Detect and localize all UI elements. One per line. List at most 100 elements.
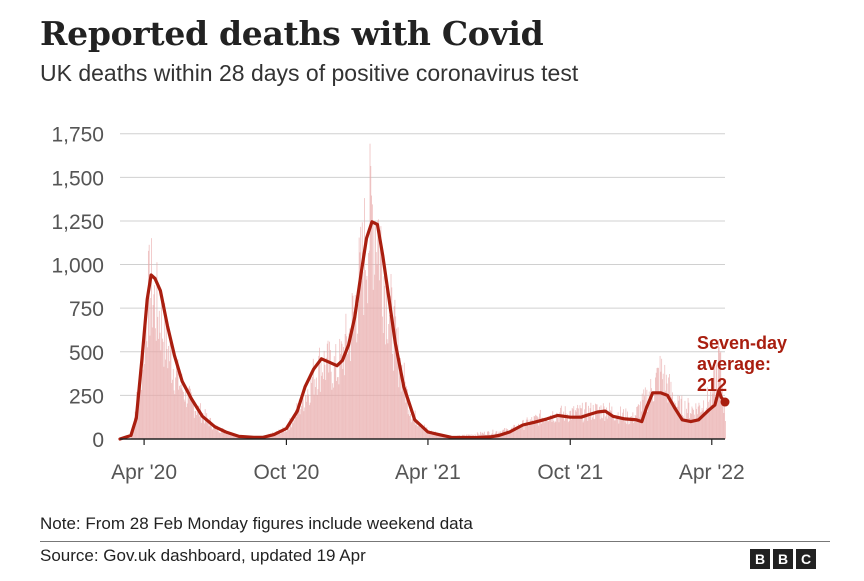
daily-bar [154,285,156,439]
daily-bar [395,316,397,439]
daily-bar [391,287,393,439]
daily-bar [596,404,598,439]
daily-bar [570,410,572,439]
daily-bar [320,362,322,439]
daily-bar [693,409,694,439]
daily-bar [594,419,596,439]
daily-bar [202,413,204,439]
daily-bar [394,299,396,439]
daily-bar [553,422,555,439]
daily-bar [232,436,234,439]
daily-bar [677,395,679,439]
daily-bar [308,394,309,439]
daily-bar [420,426,422,439]
daily-bar [510,429,512,439]
daily-bar [224,431,226,439]
daily-bar [344,333,346,439]
daily-bar [359,252,361,439]
daily-bar [615,419,617,439]
daily-bar [693,414,695,439]
daily-bar [130,435,132,439]
daily-bar [218,432,220,439]
daily-bar [205,418,207,439]
daily-bar [404,381,406,439]
daily-bar [722,403,724,439]
daily-bar [517,428,519,439]
daily-bar [292,423,294,439]
daily-bar [230,432,232,439]
daily-bar [501,433,502,439]
daily-bar [326,357,327,439]
daily-bar [696,408,698,439]
daily-bar [374,274,376,439]
logo-letter: C [796,549,816,569]
daily-bar [195,410,197,439]
divider [40,541,830,542]
daily-bar [416,421,418,439]
daily-bar [347,354,348,439]
daily-bar [412,415,414,439]
daily-bar [613,420,615,439]
daily-bar [610,411,612,439]
daily-bar [714,397,716,439]
daily-bar [669,394,671,439]
daily-bar [354,307,355,439]
daily-bar [607,414,609,439]
daily-bar [545,420,547,439]
daily-bar [525,425,526,439]
daily-bar [651,388,652,439]
daily-bar [139,368,141,439]
daily-bar [676,406,677,439]
daily-bar [591,419,593,439]
daily-bar [553,420,554,439]
daily-bar [322,372,323,439]
daily-bar [325,379,327,439]
daily-bar [420,427,421,439]
daily-bar [530,420,532,439]
daily-bar [522,420,523,439]
daily-bar [410,422,412,439]
daily-bar [305,401,307,439]
daily-bar [271,435,273,439]
y-tick-label: 1,000 [51,255,104,278]
daily-bar [147,250,149,439]
daily-bar [540,423,542,439]
daily-bar [287,427,288,439]
daily-bar [511,428,513,439]
daily-bar [284,428,286,439]
daily-bar [707,401,709,439]
daily-bar [203,423,205,439]
y-tick-label: 1,750 [51,124,104,147]
daily-bar [287,428,289,439]
daily-bar [556,412,558,439]
daily-bar [196,415,198,439]
daily-bar [187,388,189,439]
daily-bar [332,383,334,439]
daily-bar [293,414,295,439]
daily-bar [508,433,509,439]
daily-bar [511,427,512,439]
daily-bar [189,385,191,439]
gridlines [120,133,725,396]
daily-bar [371,195,372,439]
daily-bar [537,417,539,439]
daily-bar [277,432,279,439]
daily-bar [278,429,280,439]
daily-bar [706,407,708,439]
daily-bar [199,416,201,439]
x-tick-label: Oct '20 [253,461,319,484]
daily-bar [419,424,421,439]
daily-bar [535,414,537,439]
daily-bar [153,294,155,439]
daily-bar [672,405,674,439]
daily-bar [523,429,525,439]
daily-bar [647,411,649,439]
daily-bar [581,408,582,439]
daily-bar [369,143,371,439]
daily-bar [389,296,391,439]
daily-bar [578,414,580,439]
daily-bar [361,222,363,439]
daily-bar [385,278,387,439]
daily-bar [632,412,634,439]
daily-bar [384,285,386,439]
